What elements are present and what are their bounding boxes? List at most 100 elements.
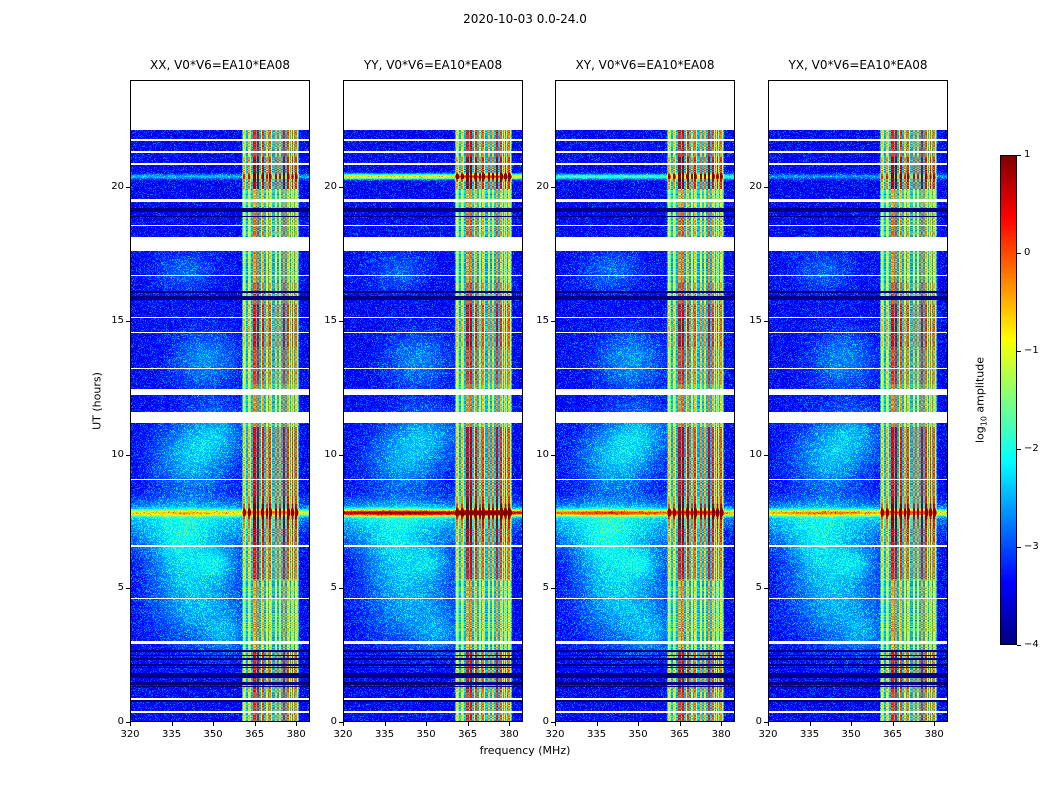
x-tick xyxy=(892,722,894,726)
y-tick xyxy=(764,187,768,188)
colorbar-label-prefix: log xyxy=(973,426,987,444)
colorbar-tick xyxy=(1017,155,1021,156)
y-tick-label: 15 xyxy=(111,314,124,326)
spectrogram-canvas xyxy=(344,130,522,721)
y-tick-label: 20 xyxy=(536,181,549,192)
x-tick-label: 380 xyxy=(711,729,731,740)
y-tick-label: 15 xyxy=(324,314,337,326)
x-tick xyxy=(296,722,298,726)
x-tick-label: 320 xyxy=(758,729,778,740)
x-tick-label: 350 xyxy=(416,729,436,740)
colorbar-tick xyxy=(1017,449,1021,450)
y-tick-label: 20 xyxy=(749,181,762,192)
x-tick xyxy=(509,722,511,726)
colorbar-gradient xyxy=(1001,156,1016,644)
y-tick xyxy=(551,722,555,723)
y-tick-label: 5 xyxy=(117,582,124,594)
x-tick-label: 380 xyxy=(499,729,519,740)
y-tick xyxy=(764,588,768,590)
colorbar-tick-label: 1 xyxy=(1024,149,1031,160)
colorbar-tick-label: −3 xyxy=(1024,541,1039,552)
y-tick xyxy=(551,454,555,456)
y-tick xyxy=(551,588,555,590)
colorbar-frame xyxy=(1000,155,1017,645)
x-tick-label: 335 xyxy=(374,729,395,740)
x-tick xyxy=(768,722,769,726)
y-tick xyxy=(126,588,130,590)
y-tick xyxy=(339,320,343,322)
x-tick-label: 350 xyxy=(628,729,648,740)
y-tick xyxy=(126,320,130,322)
x-tick-label: 365 xyxy=(458,729,478,740)
y-tick xyxy=(551,187,555,188)
y-tick xyxy=(339,187,343,188)
x-tick xyxy=(467,722,469,726)
y-tick-label: 10 xyxy=(749,448,762,460)
y-tick-label: 20 xyxy=(111,181,124,192)
y-tick-label: 15 xyxy=(536,314,549,326)
x-tick xyxy=(934,722,936,726)
y-tick-label: 0 xyxy=(330,716,337,727)
colorbar-tick-label: −1 xyxy=(1024,345,1039,356)
y-tick xyxy=(126,722,130,723)
colorbar-tick xyxy=(1017,645,1021,646)
colorbar-label-sub: 10 xyxy=(979,416,989,427)
x-tick-label: 320 xyxy=(333,729,353,740)
spectrogram-canvas xyxy=(556,130,734,721)
x-tick-label: 335 xyxy=(586,729,607,740)
x-tick xyxy=(555,722,556,726)
x-tick-label: 335 xyxy=(799,729,820,740)
y-tick xyxy=(339,588,343,590)
spectrogram-canvas xyxy=(131,130,309,721)
colorbar-tick xyxy=(1017,253,1021,254)
x-tick-label: 350 xyxy=(841,729,861,740)
y-tick xyxy=(551,320,555,322)
x-tick xyxy=(596,722,598,726)
colorbar-tick-label: 0 xyxy=(1024,247,1031,258)
x-tick-label: 380 xyxy=(286,729,306,740)
y-tick-label: 10 xyxy=(324,448,337,460)
y-tick xyxy=(126,454,130,456)
spectrogram-panel-frame xyxy=(555,80,735,722)
figure-title: 2020-10-03 0.0-24.0 xyxy=(463,12,587,26)
x-tick-label: 380 xyxy=(924,729,944,740)
y-tick xyxy=(126,187,130,188)
y-tick-label: 5 xyxy=(330,582,337,594)
y-tick-label: 5 xyxy=(755,582,762,594)
x-tick xyxy=(343,722,344,726)
y-tick-label: 20 xyxy=(324,181,337,192)
y-tick-label: 10 xyxy=(111,448,124,460)
x-tick-label: 365 xyxy=(883,729,903,740)
colorbar-tick-label: −2 xyxy=(1024,443,1039,454)
spectrogram-canvas xyxy=(769,130,947,721)
x-tick xyxy=(638,722,640,726)
y-tick-label: 5 xyxy=(542,582,549,594)
y-tick xyxy=(764,454,768,456)
x-tick xyxy=(254,722,256,726)
colorbar-label-suffix: amplitude xyxy=(973,356,987,417)
x-tick-label: 365 xyxy=(245,729,265,740)
x-tick-label: 320 xyxy=(545,729,565,740)
y-tick-label: 0 xyxy=(542,716,549,727)
x-tick-label: 320 xyxy=(120,729,140,740)
x-tick-label: 365 xyxy=(670,729,690,740)
spectrogram-panel-frame xyxy=(768,80,948,722)
x-axis-label: frequency (MHz) xyxy=(479,744,571,757)
y-tick xyxy=(339,454,343,456)
x-tick xyxy=(851,722,853,726)
spectrogram-panel-frame xyxy=(343,80,523,722)
x-tick xyxy=(384,722,386,726)
panel-title: YX, V0*V6=EA10*EA08 xyxy=(788,58,928,72)
x-tick xyxy=(426,722,428,726)
spectrogram-panel-frame xyxy=(130,80,310,722)
y-tick xyxy=(764,320,768,322)
x-tick-label: 335 xyxy=(161,729,182,740)
colorbar-tick xyxy=(1017,547,1021,548)
y-axis-label: UT (hours) xyxy=(90,372,104,430)
colorbar-label: log10 amplitude xyxy=(973,357,988,443)
y-tick-label: 0 xyxy=(755,716,762,727)
x-tick xyxy=(679,722,681,726)
y-tick-label: 10 xyxy=(536,448,549,460)
y-tick-label: 15 xyxy=(749,314,762,326)
